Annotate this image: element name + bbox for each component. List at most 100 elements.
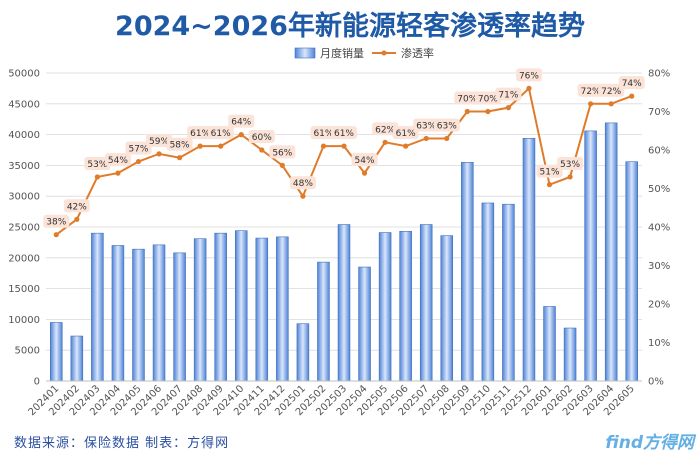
data-label: 61%: [190, 129, 210, 139]
line-point: [341, 143, 347, 149]
data-label-bg: [207, 126, 234, 140]
data-label: 72%: [581, 87, 601, 97]
chart-title: 2024~2026年新能源轻客渗透率趋势: [115, 11, 585, 42]
data-label: 60%: [252, 133, 272, 143]
data-label-bg: [310, 126, 337, 140]
data-label: 57%: [128, 145, 148, 155]
bar: [440, 235, 454, 382]
data-label: 63%: [416, 121, 436, 131]
line-point: [238, 132, 244, 138]
line-point: [444, 135, 450, 142]
bar: [625, 161, 638, 382]
data-label: 59%: [149, 137, 169, 147]
line-point: [567, 174, 573, 180]
line-point: [526, 85, 532, 91]
data-label-bg: [392, 126, 419, 140]
data-label-bg: [248, 130, 275, 143]
bar: [50, 322, 63, 382]
y-left-tick-label: 30000: [8, 192, 40, 203]
line-point: [74, 216, 80, 222]
y-left-tick-label: 15000: [8, 284, 40, 295]
data-label-bg: [104, 153, 131, 167]
bar: [91, 232, 104, 382]
bar-layer: [50, 122, 638, 382]
data-label-bg: [454, 91, 481, 105]
bar: [337, 224, 351, 382]
bar: [419, 224, 433, 382]
data-label-bg: [372, 122, 399, 136]
data-label: 53%: [87, 160, 107, 170]
data-label-bg: [577, 83, 604, 97]
data-label-bg: [536, 164, 563, 178]
bar: [152, 244, 166, 382]
bar: [543, 306, 556, 382]
line-point: [382, 139, 388, 145]
bar: [70, 335, 84, 382]
watermark-logo: find方得网: [605, 433, 694, 453]
legend-bar-label: 月度销量: [320, 46, 364, 60]
bar: [255, 237, 269, 382]
data-label-bg: [331, 126, 357, 140]
data-label: 56%: [272, 148, 292, 158]
bar: [296, 323, 310, 382]
y-right-tick-label: 80%: [648, 69, 670, 80]
bar: [481, 202, 495, 382]
bar: [193, 238, 207, 382]
line-point: [505, 105, 512, 111]
data-label: 61%: [334, 129, 354, 139]
line-point: [485, 108, 491, 115]
data-label: 64%: [231, 118, 251, 128]
y-left-tick-label: 50000: [8, 69, 40, 80]
line-point: [403, 143, 409, 149]
data-label-bg: [495, 87, 522, 101]
data-label: 72%: [601, 87, 621, 97]
data-label: 61%: [313, 129, 333, 139]
data-label: 70%: [478, 95, 498, 105]
bar: [111, 245, 125, 382]
data-label: 54%: [108, 156, 128, 166]
data-label-bg: [269, 145, 296, 159]
data-label-bg: [557, 156, 584, 170]
line-point: [115, 170, 121, 176]
data-label: 53%: [560, 160, 580, 170]
data-label: 74%: [622, 79, 642, 89]
line-point: [135, 158, 142, 165]
data-label: 63%: [437, 121, 457, 131]
y-left-tick-label: 35000: [8, 161, 40, 172]
y-right-tick-label: 0%: [648, 377, 664, 388]
line-point: [629, 93, 635, 99]
line-point: [279, 162, 285, 168]
bar: [604, 122, 618, 382]
data-label-bg: [598, 83, 625, 97]
data-label-bg: [125, 141, 152, 155]
bar: [461, 162, 474, 382]
bar: [399, 231, 412, 382]
bar: [502, 203, 515, 382]
line-point: [423, 135, 429, 142]
data-label: 58%: [170, 141, 190, 151]
line-point: [588, 101, 594, 107]
y-left-tick-label: 25000: [8, 223, 40, 234]
line-point: [320, 143, 327, 149]
legend: 月度销量 渗透率: [294, 46, 434, 60]
line-point: [464, 108, 470, 115]
y-left-tick-label: 10000: [8, 315, 40, 326]
data-label: 48%: [293, 179, 313, 189]
y-right-tick-label: 70%: [648, 107, 670, 118]
bar: [563, 327, 577, 382]
legend-bar-swatch: [294, 47, 316, 59]
bar: [358, 266, 371, 382]
bar: [584, 130, 597, 382]
data-label: 51%: [540, 168, 560, 178]
y-right-tick-label: 40%: [648, 223, 670, 234]
line-point: [259, 147, 265, 153]
data-label-bg: [351, 153, 378, 167]
bar: [234, 230, 248, 382]
data-label: 42%: [67, 202, 87, 212]
line-point: [53, 232, 59, 238]
y-left-tick-label: 0: [34, 377, 40, 388]
bar: [173, 252, 186, 382]
line-point: [197, 143, 203, 149]
data-label-bg: [63, 199, 90, 213]
data-label-bg: [289, 176, 316, 190]
